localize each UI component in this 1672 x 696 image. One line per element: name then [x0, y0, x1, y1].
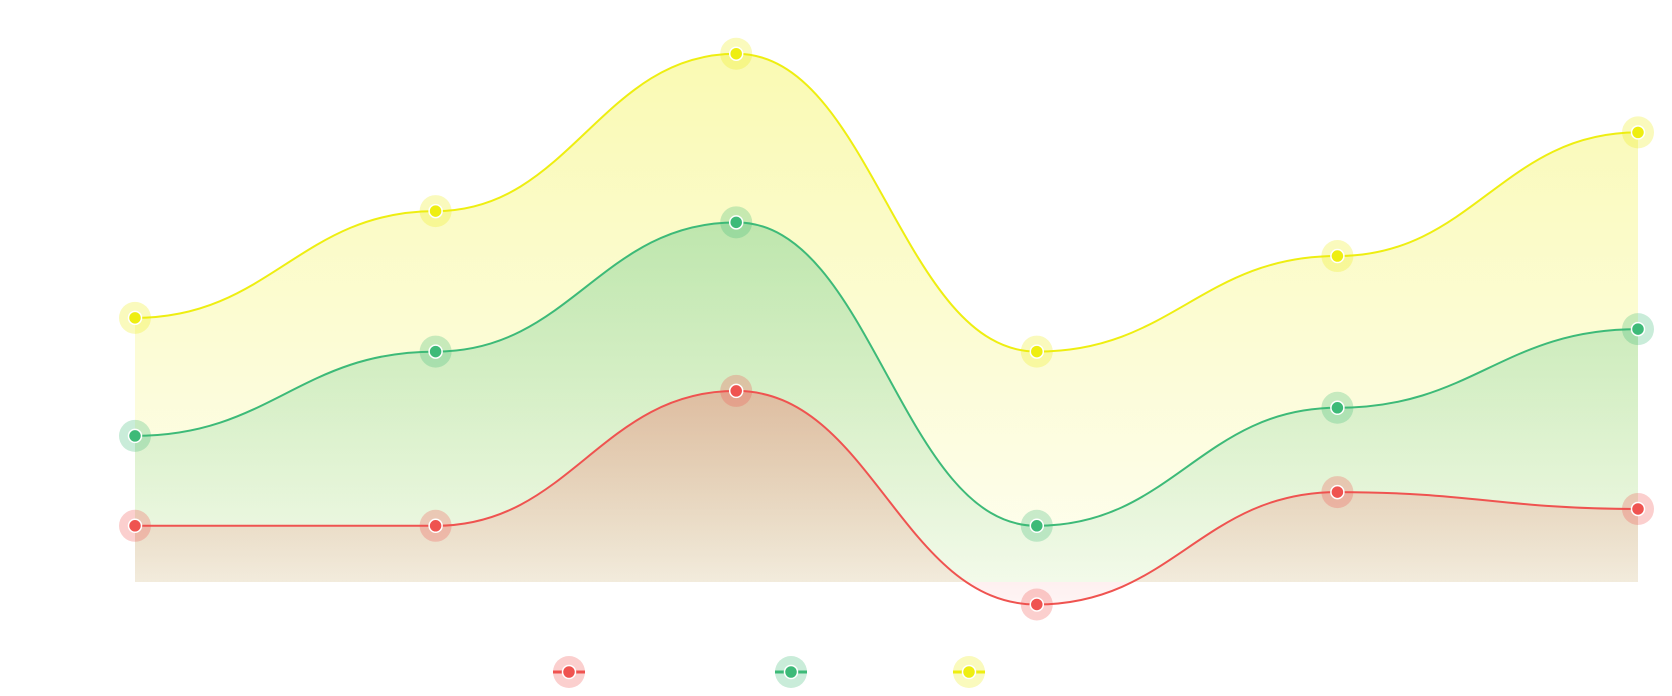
point-yellow-6[interactable] [1622, 116, 1654, 149]
point-yellow-4[interactable] [1020, 335, 1053, 368]
points-layer [119, 37, 1654, 621]
point-red-1[interactable] [119, 509, 151, 542]
legend-item-green[interactable] [775, 656, 807, 688]
point-yellow-1[interactable] [119, 301, 151, 334]
point-green-1[interactable] [119, 419, 151, 452]
point-red-6[interactable] [1622, 492, 1654, 525]
point-red-3[interactable] [720, 374, 753, 407]
line-yellow-series [134, 52, 1639, 353]
line-red-series [134, 389, 1639, 606]
point-yellow-2[interactable] [419, 195, 452, 228]
legend[interactable] [553, 656, 985, 688]
point-green-4[interactable] [1020, 509, 1053, 542]
point-green-6[interactable] [1622, 313, 1654, 346]
area-green-series [135, 222, 1638, 582]
point-red-4[interactable] [1020, 588, 1053, 621]
areas-layer [135, 53, 1638, 605]
point-yellow-3[interactable] [720, 37, 753, 70]
point-green-5[interactable] [1321, 391, 1354, 424]
point-red-2[interactable] [419, 509, 452, 542]
line-green-series [134, 221, 1639, 527]
point-red-5[interactable] [1321, 476, 1354, 509]
point-green-2[interactable] [419, 335, 452, 368]
lines-layer [134, 52, 1639, 606]
legend-item-red[interactable] [553, 656, 585, 688]
point-green-3[interactable] [720, 206, 753, 239]
point-yellow-5[interactable] [1321, 240, 1354, 273]
legend-item-yellow[interactable] [953, 656, 985, 688]
